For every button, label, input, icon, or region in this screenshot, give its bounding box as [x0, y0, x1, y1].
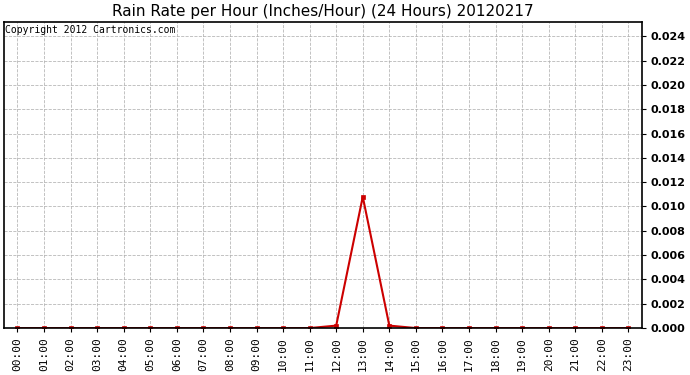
Title: Rain Rate per Hour (Inches/Hour) (24 Hours) 20120217: Rain Rate per Hour (Inches/Hour) (24 Hou…	[112, 4, 534, 19]
Text: Copyright 2012 Cartronics.com: Copyright 2012 Cartronics.com	[6, 25, 176, 35]
